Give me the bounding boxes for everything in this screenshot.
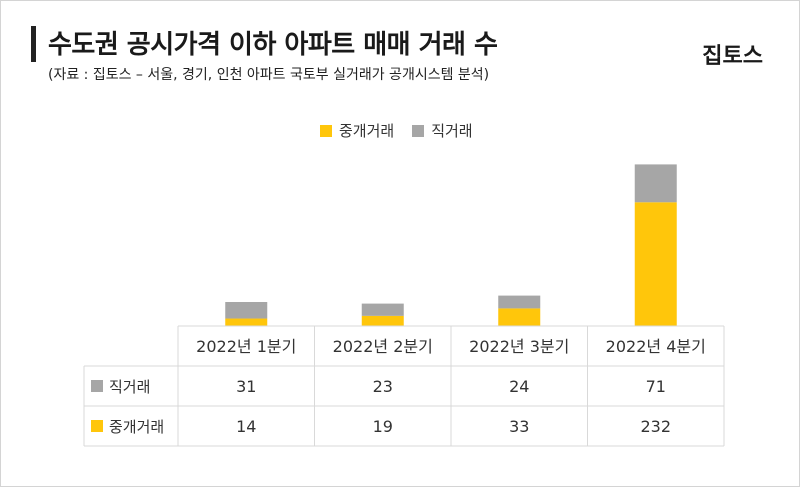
category-label-1: 2022년 1분기 bbox=[196, 337, 296, 356]
table-row-label-brokered: 중개거래 bbox=[109, 418, 164, 436]
legend-label-brokered: 중개거래 bbox=[339, 122, 395, 140]
category-label-3: 2022년 3분기 bbox=[469, 337, 569, 356]
legend-swatch-direct bbox=[412, 124, 425, 137]
table-cell-brokered-2: 19 bbox=[373, 417, 393, 436]
bar-brokered-2 bbox=[361, 315, 404, 326]
legend-swatch-brokered bbox=[320, 124, 332, 137]
bar-brokered-1 bbox=[225, 318, 268, 326]
bar-brokered-3 bbox=[498, 308, 541, 326]
bar-direct-2 bbox=[361, 303, 404, 316]
category-label-4: 2022년 4분기 bbox=[606, 337, 706, 356]
title-accent-bar bbox=[31, 26, 36, 62]
table-cell-direct-2: 23 bbox=[373, 377, 393, 396]
table-cell-direct-4: 71 bbox=[646, 377, 666, 396]
source-note: (자료 : 집토스 – 서울, 경기, 인천 아파트 국토부 실거래가 공개시스… bbox=[48, 67, 490, 83]
bar-direct-4 bbox=[634, 164, 677, 203]
table-cell-direct-3: 24 bbox=[509, 377, 529, 396]
table-swatch-brokered bbox=[91, 420, 103, 432]
table-cell-direct-1: 31 bbox=[236, 377, 256, 396]
category-label-2: 2022년 2분기 bbox=[333, 337, 433, 356]
chart-legend: 중개거래 직거래 bbox=[320, 120, 473, 141]
table-cell-brokered-4: 232 bbox=[640, 417, 671, 436]
table-cell-brokered-3: 33 bbox=[509, 417, 529, 436]
legend-item-brokered: 중개거래 bbox=[320, 120, 394, 141]
table-swatch-direct bbox=[91, 380, 103, 392]
brand-logo: 집토스 bbox=[702, 44, 763, 69]
page-title: 수도권 공시가격 이하 아파트 매매 거래 수 bbox=[48, 30, 498, 60]
bar-direct-1 bbox=[225, 302, 268, 319]
bar-brokered-4 bbox=[634, 202, 677, 326]
legend-label-direct: 직거래 bbox=[431, 122, 473, 140]
bar-direct-3 bbox=[498, 295, 541, 309]
table-row-label-direct: 직거래 bbox=[109, 378, 150, 396]
table-cell-brokered-1: 14 bbox=[236, 417, 256, 436]
legend-item-direct: 직거래 bbox=[412, 120, 473, 141]
